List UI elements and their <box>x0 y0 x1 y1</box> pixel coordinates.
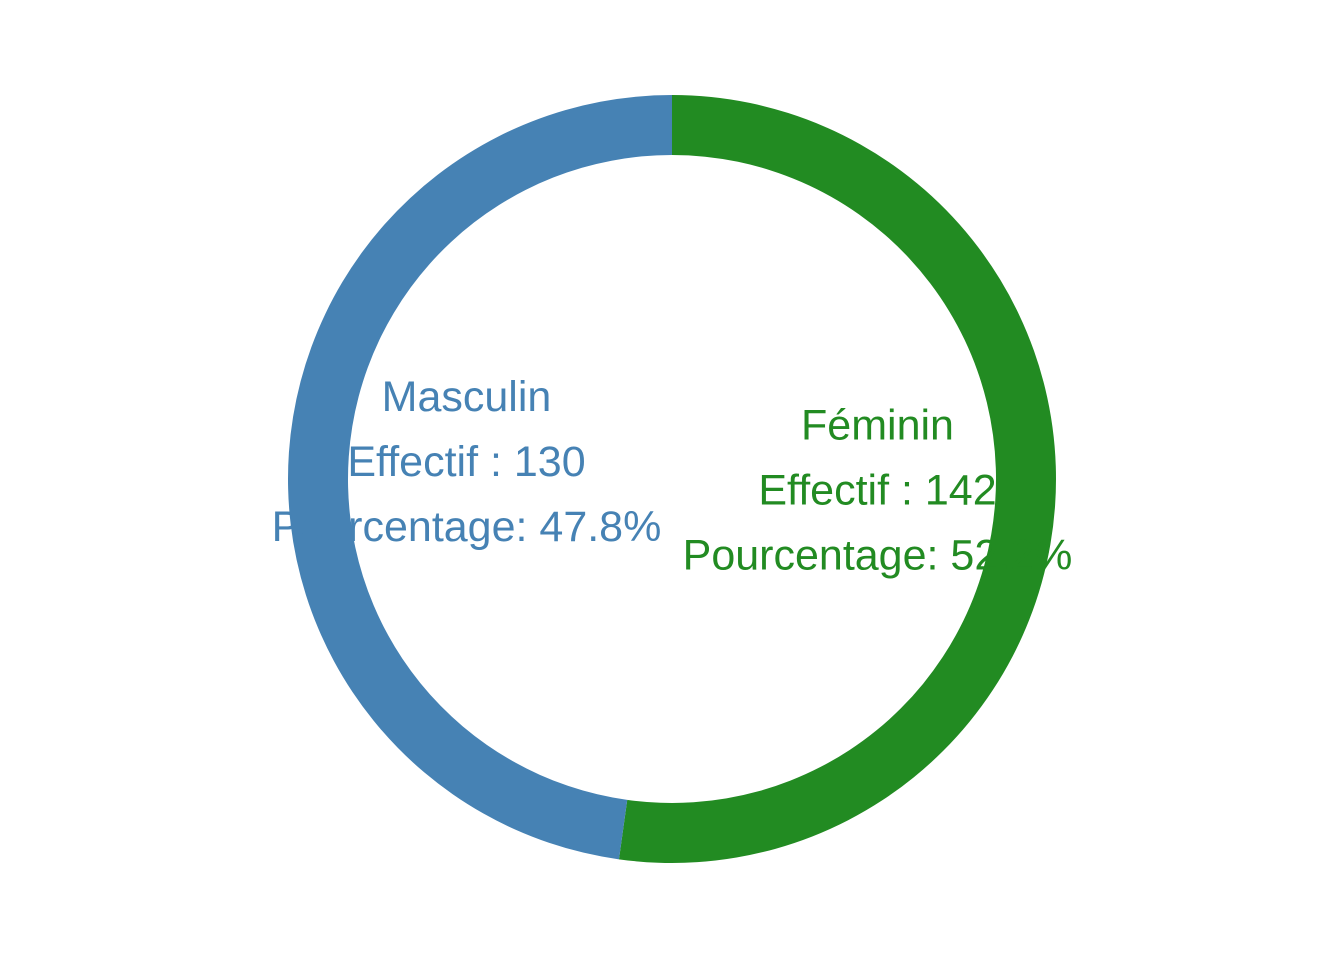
slice-1-label-count: Effectif : 130 <box>347 438 585 486</box>
slice-1-label-category: Masculin <box>382 373 552 421</box>
slice-labels: Féminin Effectif : 142 Pourcentage: 52.2% M… <box>272 373 1073 580</box>
slice-0-label-count: Effectif : 142 <box>758 467 996 515</box>
slice-0-label-percent: Pourcentage: 52.2% <box>683 532 1073 580</box>
donut-slice-1 <box>287 94 672 860</box>
slices <box>287 94 1056 863</box>
donut-slice-0 <box>618 95 1056 863</box>
slice-0-label-category: Féminin <box>801 402 954 450</box>
slice-1-label-percent: Pourcentage: 47.8% <box>272 503 662 551</box>
